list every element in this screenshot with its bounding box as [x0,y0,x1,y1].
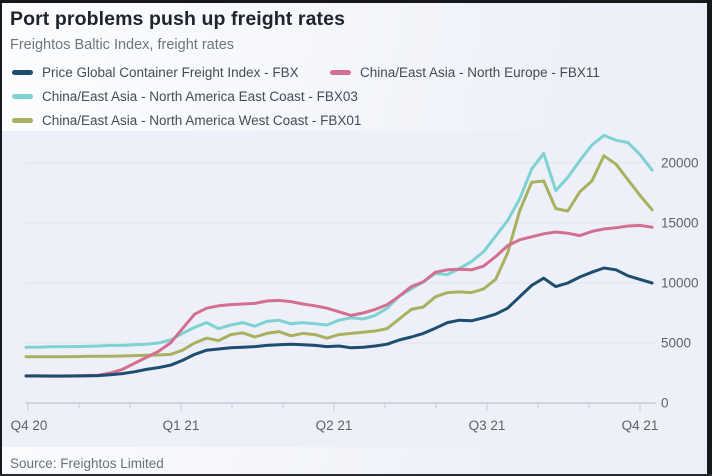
legend-label-fbx01: China/East Asia - North America West Coa… [42,113,362,128]
legend: Price Global Container Freight Index - F… [0,0,712,131]
legend-label-fbx03: China/East Asia - North America East Coa… [42,89,358,104]
legend-swatch-fbx01 [12,118,33,123]
y-tick-label: 15000 [661,216,699,231]
x-tick-label: Q4 20 [11,418,48,433]
plot-background [0,131,712,447]
series-line-fbx [24,266,654,378]
legend-label-fbx11: China/East Asia - North Europe - FBX11 [360,65,600,80]
chart-subtitle: Freightos Baltic Index, freight rates [10,37,235,53]
y-tick-label: 10000 [661,276,699,291]
legend-label-fbx: Price Global Container Freight Index - F… [42,65,299,80]
x-tick-label: Q3 21 [469,418,506,433]
x-tick-label: Q2 21 [316,418,353,433]
x-tick-label: Q1 21 [163,418,200,433]
series-line-fbx03 [24,133,654,349]
legend-swatch-fbx03 [12,94,33,99]
series-line-fbx11 [24,223,654,378]
legend-item-fbx11: China/East Asia - North Europe - FBX11 [330,64,600,81]
legend-item-fbx: Price Global Container Freight Index - F… [12,64,299,81]
y-tick-label: 20000 [661,156,699,171]
source-note: Source: Freightos Limited [10,456,164,471]
frame-border-right [707,0,712,476]
legend-item-fbx03: China/East Asia - North America East Coa… [12,88,358,105]
series-lines [24,133,654,378]
legend-swatch-fbx11 [330,70,351,75]
chart-svg: 0 5000 10000 15000 20000 Q4 20 Q1 21 Q2 … [11,133,699,433]
x-tick-label: Q4 21 [622,418,659,433]
y-tick-label: 0 [661,396,669,411]
series-line-fbx01 [24,154,654,359]
chart-title: Port problems push up freight rates [10,8,346,30]
y-tick-label: 5000 [661,336,691,351]
frame-border-left [0,0,2,476]
frame-border-top [0,0,712,3]
legend-item-fbx01: China/East Asia - North America West Coa… [12,112,361,129]
legend-swatch-fbx [12,70,33,75]
frame-border-bottom [0,474,712,476]
